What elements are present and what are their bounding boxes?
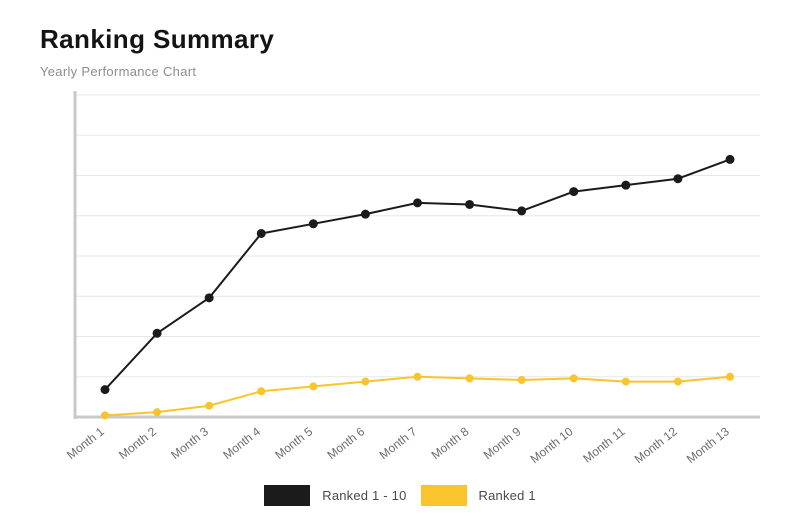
data-point: [100, 385, 110, 395]
page-subtitle: Yearly Performance Chart: [40, 64, 197, 79]
x-axis-label: Month 2: [116, 424, 159, 462]
chart-header: Ranking Summary Yearly Performance Chart: [0, 0, 800, 79]
page-title: Ranking Summary: [40, 24, 275, 54]
x-axis-label: Month 8: [429, 424, 472, 462]
series-line-ranked-1: [104, 375, 731, 417]
x-axis-label: Month 12: [632, 424, 680, 466]
x-axis-label: Month 13: [684, 424, 732, 466]
data-point: [673, 174, 683, 184]
data-point: [309, 382, 318, 391]
data-point: [204, 293, 214, 303]
x-axis-label: Month 10: [528, 424, 576, 466]
data-point: [569, 187, 579, 197]
data-point: [726, 372, 734, 381]
legend-swatch-ranked-1: [420, 485, 467, 506]
data-point: [257, 387, 266, 396]
data-point: [361, 377, 370, 386]
legend-label-ranked-1: Ranked 1: [478, 488, 536, 503]
data-point: [256, 228, 266, 238]
x-axis-label: Month 7: [377, 424, 420, 462]
x-axis-label: Month 6: [324, 424, 367, 462]
chart-container: Month 1 Month 2 Month 3 Month 4 Month 5 Month…: [0, 85, 800, 480]
data-point: [413, 198, 422, 208]
data-point: [413, 372, 422, 381]
data-point: [205, 401, 214, 410]
legend-item-ranked-1: Ranked 1: [420, 485, 536, 506]
chart-legend: Ranked 1 - 10 Ranked 1: [0, 485, 800, 506]
data-point: [569, 374, 578, 383]
data-point: [621, 377, 630, 386]
data-point: [725, 154, 735, 164]
data-point: [152, 328, 162, 338]
legend-swatch-ranked-1-10: [264, 485, 311, 506]
data-point: [517, 206, 527, 216]
data-point: [153, 408, 162, 417]
line-chart: Month 1 Month 2 Month 3 Month 4 Month 5 Month…: [64, 91, 760, 466]
data-point: [465, 199, 475, 209]
x-axis-label: Month 5: [272, 424, 315, 462]
data-point: [101, 411, 109, 420]
data-point: [465, 374, 474, 383]
x-axis-label: Month 11: [580, 424, 628, 465]
legend-item-ranked-1-10: Ranked 1 - 10: [264, 485, 406, 506]
data-point: [621, 180, 631, 190]
x-axis-label: Month 1: [64, 424, 107, 462]
data-point: [360, 209, 370, 219]
x-axis-label: Month 9: [481, 424, 524, 462]
series-line-ranked-1-10: [104, 158, 731, 391]
data-point: [673, 377, 682, 386]
data-point: [517, 375, 526, 384]
x-axis-label: Month 3: [168, 424, 211, 462]
x-axis-label: Month 4: [220, 424, 263, 462]
data-point: [308, 219, 318, 229]
legend-label-ranked-1-10: Ranked 1 - 10: [322, 488, 407, 503]
